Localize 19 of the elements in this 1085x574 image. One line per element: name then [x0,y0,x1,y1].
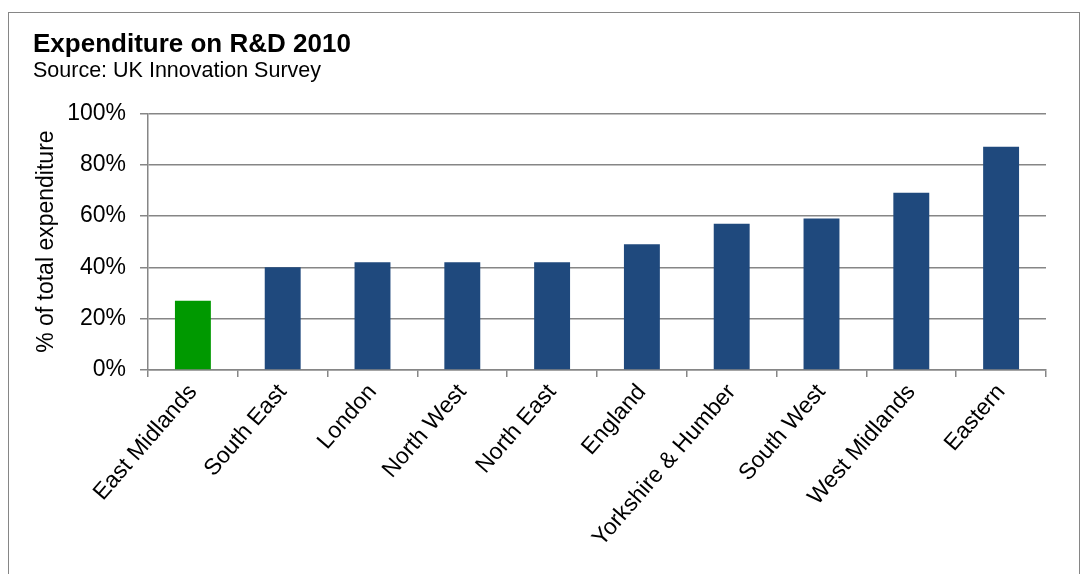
y-tick-label: 80% [79,149,126,176]
bar [534,262,571,370]
bar [713,223,750,370]
bar [803,218,840,370]
bar [354,262,391,370]
bar [893,192,930,370]
chart-title: Expenditure on R&D 2010 [33,28,351,59]
y-tick-label: 100% [67,98,126,125]
bar [623,244,660,370]
y-tick-label: 20% [79,303,126,330]
y-tick-label: 40% [79,252,126,279]
y-tick-label: 60% [79,201,126,228]
bar [174,300,211,370]
y-tick-label: 0% [92,355,126,382]
bar [264,267,301,370]
bar [983,146,1020,370]
bar [444,262,481,370]
chart-subtitle: Source: UK Innovation Survey [33,58,322,83]
y-axis-title: % of total expenditure [32,130,59,353]
